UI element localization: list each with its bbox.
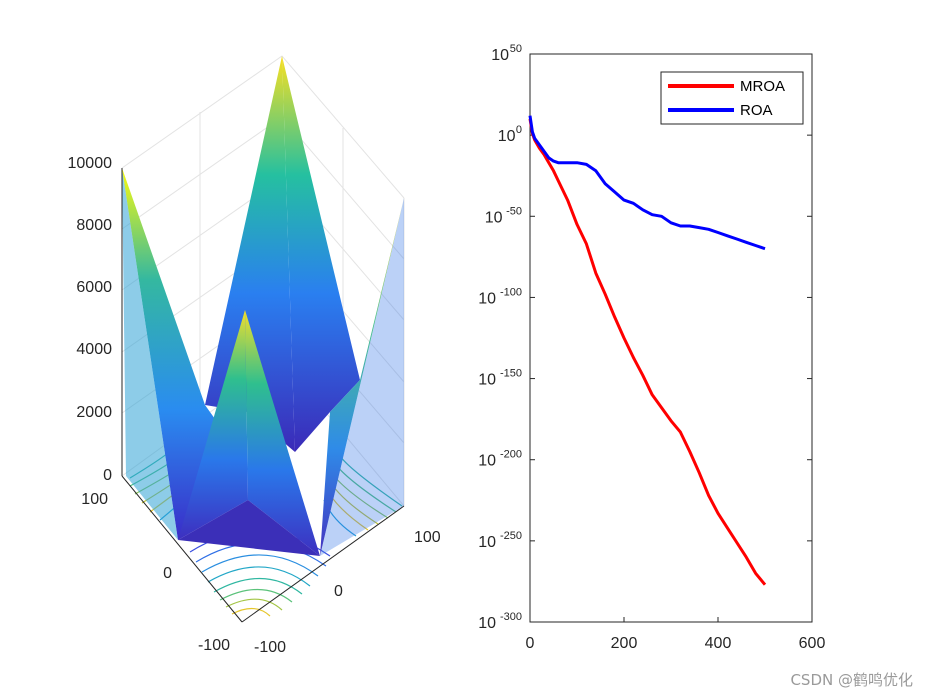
y-tick-label: 100: [81, 491, 108, 508]
y-tick-exponent: -50: [506, 205, 522, 217]
y-tick-label: 10: [478, 453, 496, 470]
y-tick-label: 10: [478, 372, 496, 389]
plot-area: [529, 53, 813, 623]
y-tick-exponent: -300: [500, 611, 522, 623]
z-tick-label: 8000: [76, 217, 112, 234]
x-tick-label: 100: [414, 529, 441, 546]
surface-axes: [121, 168, 405, 623]
series-line-mroa: [528, 118, 767, 586]
surface: [122, 56, 404, 556]
series-lines: [528, 115, 767, 586]
x-tick-label: 0: [334, 583, 343, 600]
y-tick-exponent: -250: [500, 530, 522, 542]
z-tick-label: 0: [103, 467, 112, 484]
legend-box: [660, 71, 804, 125]
y-tick-exponent: -200: [500, 449, 522, 461]
x-tick-label: 400: [705, 635, 732, 652]
y-tick-label: 10: [485, 209, 503, 226]
z-axis-ticks: 0 2000 4000 6000 8000 10000: [68, 155, 113, 484]
x-tick-label: 0: [526, 635, 535, 652]
y-tick-exponent: -100: [500, 286, 522, 298]
x-axis-ticks: -100 0 100: [254, 529, 441, 656]
y-tick-label: 10: [491, 47, 509, 64]
x-tick-label: 200: [611, 635, 638, 652]
z-tick-label: 2000: [76, 404, 112, 421]
y-tick-label: -100: [198, 637, 230, 654]
surface-plot: 0 2000 4000 6000 8000 10000 100 0 -100 -…: [68, 55, 441, 656]
y-tick-label: 0: [163, 565, 172, 582]
y-tick-exponent: 50: [510, 43, 522, 55]
y-tick-label: 10: [478, 290, 496, 307]
legend-label-roa: ROA: [740, 102, 773, 119]
z-tick-label: 6000: [76, 279, 112, 296]
y-tick-exponent: -150: [500, 368, 522, 380]
x-tick-label: -100: [254, 639, 286, 656]
y-tick-label: 10: [498, 128, 516, 145]
watermark: CSDN @鹤鸣优化: [790, 671, 913, 689]
y-tick-label: 10: [478, 534, 496, 551]
y-tick-exponent: 0: [516, 124, 522, 136]
x-tick-label: 600: [799, 635, 826, 652]
y-tick-label: 10: [478, 615, 496, 632]
z-tick-label: 4000: [76, 341, 112, 358]
z-tick-label: 10000: [68, 155, 113, 172]
y-axis-ticks: 100 0 -100: [81, 491, 230, 654]
x-axis-ticks: 0 200 400 600: [526, 617, 826, 652]
series-line-roa: [528, 115, 766, 251]
legend: MROA ROA: [660, 71, 804, 125]
legend-label-mroa: MROA: [740, 78, 785, 95]
